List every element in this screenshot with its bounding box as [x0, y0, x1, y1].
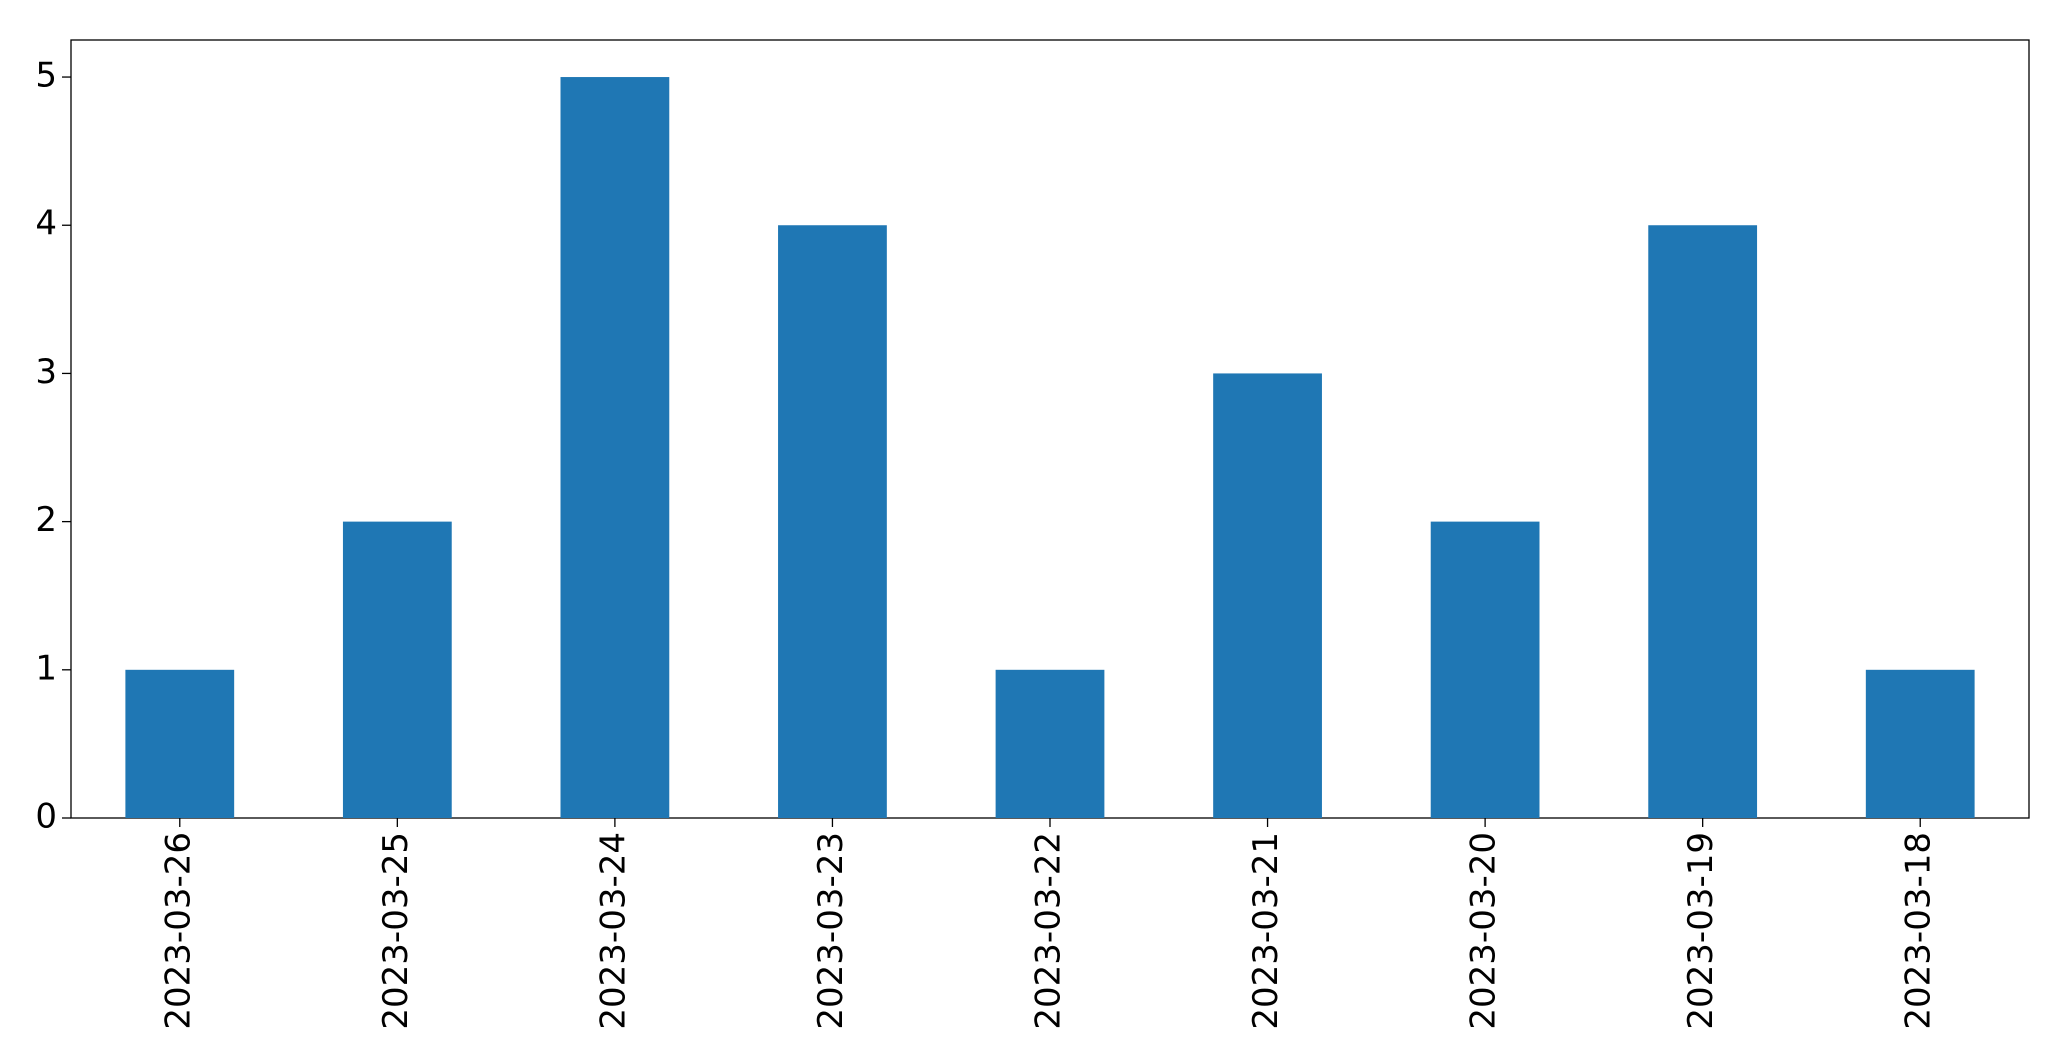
x-tick-label: 2023-03-25: [376, 832, 416, 1030]
y-tick-label: 4: [35, 204, 57, 244]
bar: [995, 669, 1105, 818]
bar: [1865, 669, 1975, 818]
x-tick-label: 2023-03-20: [1464, 832, 1504, 1030]
bar: [778, 225, 887, 818]
y-tick-label: 1: [35, 648, 57, 688]
y-tick-label: 2: [35, 500, 57, 540]
bar: [125, 669, 235, 818]
bar: [1430, 521, 1540, 818]
x-tick-label: 2023-03-23: [811, 832, 851, 1030]
x-tick-label: 2023-03-21: [1246, 832, 1286, 1030]
y-tick-label: 0: [35, 797, 57, 837]
bar: [1648, 225, 1758, 818]
bar: [342, 521, 452, 818]
x-tick-label: 2023-03-22: [1029, 832, 1069, 1030]
y-tick-label: 3: [35, 352, 57, 392]
x-tick-label: 2023-03-26: [158, 832, 198, 1030]
bar: [1213, 373, 1322, 818]
bar: [560, 77, 670, 819]
y-tick-label: 5: [35, 56, 57, 96]
x-tick-label: 2023-03-19: [1681, 832, 1721, 1030]
x-tick-label: 2023-03-24: [593, 832, 633, 1030]
x-tick-label: 2023-03-18: [1899, 832, 1939, 1030]
